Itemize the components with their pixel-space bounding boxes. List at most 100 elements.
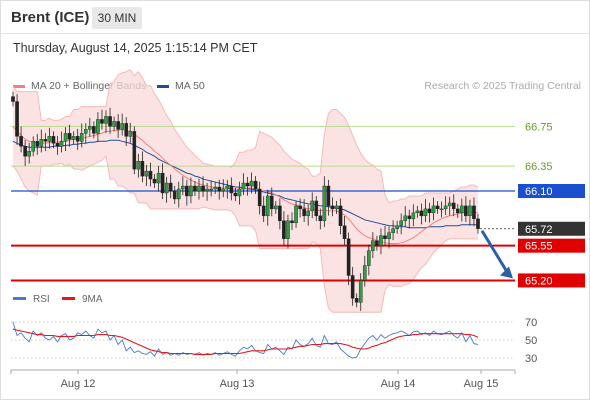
x-tick-label: Aug 13 [220,378,255,390]
candle [468,199,472,226]
candle [274,200,278,214]
candle [249,172,254,194]
candle [330,197,335,217]
candle [156,165,161,192]
candle [427,202,432,223]
rsi-9ma-line [12,328,479,355]
candle [326,179,331,216]
candle-body-down [375,240,379,246]
price-badges-layer: 66.10 65.72 65.55 65.20 [518,184,585,288]
candle-body-down [383,235,387,239]
candle [395,220,399,234]
price-badge-text: 65.20 [525,275,553,287]
candle-body-up [415,210,420,214]
candle [419,203,424,225]
header-divider [0,33,590,34]
candle [306,204,310,226]
candle-body-up [395,225,399,229]
candle-body-down [261,205,266,217]
legend-swatch-rsi [13,297,26,300]
candle-body-down [278,205,282,222]
candle-body-down [160,172,165,194]
candle-body-down [229,185,234,194]
candle-body-up [362,265,367,281]
candle [55,135,60,155]
legend-swatch-9ma [62,297,75,300]
candle-body-up [213,186,217,190]
candle-body-down [451,202,456,210]
candle [193,181,197,196]
projection-layer [480,229,513,279]
candle-body-up [371,240,375,251]
candle [148,162,153,187]
candle-body-up [181,185,185,190]
candle-body-up [241,182,246,190]
candle [71,131,76,145]
candle [35,133,40,155]
candle-body-up [120,123,124,130]
candle [346,232,351,286]
candle [140,151,145,183]
rsi-panel: 70 50 30 [11,317,537,365]
candle [294,200,298,228]
candles-layer [11,91,480,311]
candle-body-down [100,119,104,124]
legend-swatch [13,84,25,88]
timeframe-badge[interactable]: 30 MIN [92,7,142,29]
candle-body-up [286,220,290,239]
candle-body-up [136,160,141,170]
candle [387,226,391,249]
candle-body-down [253,180,258,190]
candle-body-up [379,235,383,246]
candle [261,196,266,223]
candle-body-down [132,131,137,170]
candle [237,181,242,205]
candle-body-up [423,208,428,217]
candle-body-down [302,208,306,217]
candle [225,179,230,199]
candle-body-up [225,185,230,190]
candle-body-up [443,205,448,210]
candle-body-up [176,188,181,200]
candle [245,176,250,196]
candle [189,177,193,204]
candle-body-up [306,210,310,217]
candle [75,128,80,150]
candle-body-down [455,208,460,214]
candle [132,126,137,175]
candle [160,163,165,200]
candle-body-up [334,205,339,210]
rsi-tick-label: 30 [525,353,537,365]
x-axis: Aug 12 Aug 13 Aug 14 Aug 15 [10,369,516,390]
candle [253,176,258,194]
candle-body-up [104,116,108,124]
candle-body-up [447,202,452,207]
candle [124,117,129,147]
candle-body-down [326,185,331,207]
candle [257,181,262,215]
candle-body-up [164,182,169,194]
candle-body-down [185,185,189,197]
candle [455,203,460,218]
candle-body-down [201,185,205,192]
candle-body-up [358,280,363,303]
candle [371,232,375,258]
price-badge-text: 65.55 [525,241,553,253]
candle [298,198,302,218]
candle [439,201,444,218]
candle-body-down [75,136,80,142]
candle [39,129,44,153]
candle-body-up [322,185,327,222]
candle [334,200,339,214]
candle-body-down [35,141,40,147]
candle-body-down [124,123,129,137]
candle-body-up [209,188,213,191]
candle [168,174,173,199]
candle-body-down [427,208,432,214]
candle [144,164,149,186]
candle-body-down [152,178,157,184]
price-badge-text: 66.10 [525,186,553,198]
instrument-title: Brent (ICE) [11,9,90,26]
price-badge-bg [518,238,585,253]
